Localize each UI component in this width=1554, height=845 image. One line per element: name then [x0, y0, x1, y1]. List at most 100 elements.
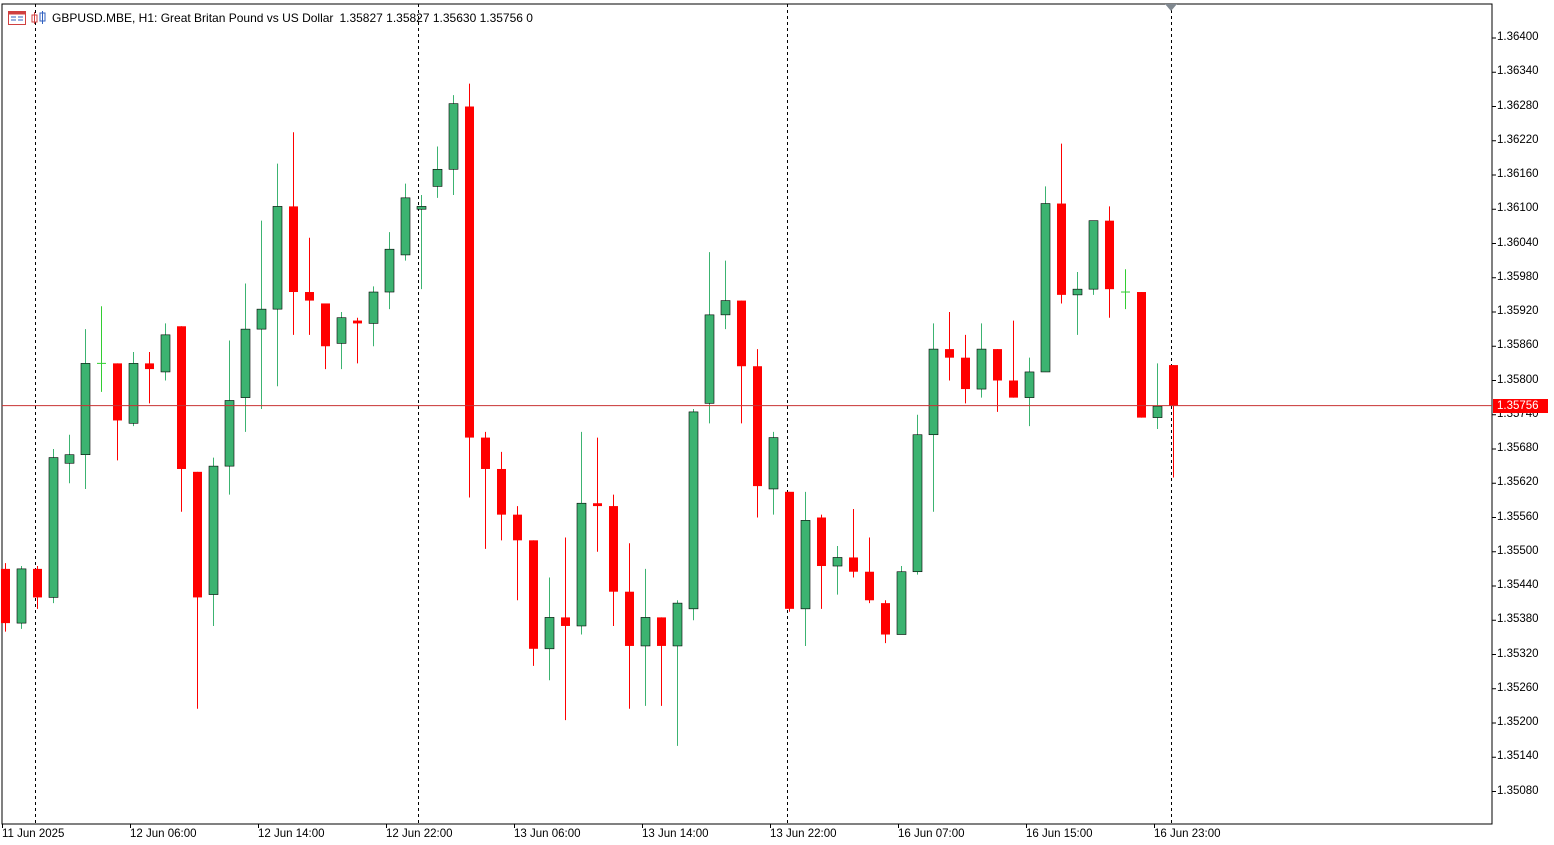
candle	[256, 220, 267, 410]
candle-body	[865, 571, 874, 601]
candle	[753, 349, 762, 518]
candle-body	[753, 366, 762, 487]
candle	[849, 508, 858, 578]
candle-body	[1040, 203, 1051, 373]
candle	[64, 434, 75, 484]
y-tick-label: 1.35980	[1497, 270, 1539, 283]
candle	[881, 600, 890, 644]
candle-body	[881, 603, 890, 635]
candle	[544, 577, 555, 681]
candle-body	[193, 471, 202, 598]
candle-body	[768, 437, 779, 490]
candle	[945, 312, 954, 381]
candle-body	[224, 400, 235, 467]
candle	[704, 252, 715, 424]
candle	[368, 286, 379, 347]
candle-body	[160, 334, 171, 373]
candle-body	[896, 571, 907, 635]
candle-body	[145, 363, 154, 370]
candle-body	[1, 568, 10, 624]
candle-body	[177, 326, 186, 469]
candle	[976, 323, 987, 398]
chart-shift-marker[interactable]	[1165, 4, 1177, 11]
y-tick-label: 1.35920	[1497, 305, 1539, 317]
candlestick-toggle-icon[interactable]	[30, 11, 48, 25]
candle-body	[688, 411, 699, 610]
candle-body	[849, 557, 858, 572]
candle-body	[80, 363, 91, 456]
candle	[1169, 365, 1178, 478]
candle	[145, 351, 154, 404]
y-tick-label: 1.35560	[1497, 510, 1539, 523]
y-tick-label: 1.35440	[1497, 579, 1539, 591]
candle-body	[640, 617, 651, 647]
candle	[240, 283, 251, 432]
candle	[817, 514, 826, 609]
y-tick-label: 1.35500	[1497, 544, 1539, 557]
y-tick-label: 1.36340	[1497, 65, 1539, 78]
y-tick-label: 1.35140	[1497, 750, 1539, 763]
plot-area[interactable]	[1, 3, 1493, 825]
candle	[688, 409, 699, 621]
candle	[1088, 220, 1099, 295]
candle	[321, 303, 330, 370]
candle	[128, 351, 139, 427]
candle-body	[448, 103, 459, 170]
candle	[1024, 357, 1035, 427]
candle-body	[817, 517, 826, 567]
candle	[1057, 143, 1066, 304]
x-tick-label: 11 Jun 2025	[2, 828, 65, 840]
candle	[657, 617, 666, 706]
candle-body	[961, 357, 970, 390]
y-tick-label: 1.36160	[1497, 168, 1539, 180]
candle-body	[832, 557, 843, 567]
candle	[193, 471, 202, 709]
candle-body	[529, 540, 538, 649]
candle-body	[704, 314, 715, 404]
candle-body	[576, 502, 587, 627]
chart-window-icon[interactable]	[8, 11, 26, 25]
y-tick-label: 1.36400	[1497, 31, 1539, 43]
candle-body	[272, 206, 283, 310]
candle-body	[128, 363, 139, 424]
y-tick-label: 1.36220	[1497, 133, 1539, 146]
candle-body	[321, 303, 330, 347]
candle-body	[513, 514, 522, 541]
candle	[768, 431, 779, 515]
symbol-description: GBPUSD.MBE, H1: Great Britan Pound vs US…	[52, 11, 334, 25]
x-tick-label: 13 Jun 06:00	[514, 828, 581, 840]
candle	[785, 491, 794, 612]
candle	[1137, 292, 1146, 418]
candle-body	[544, 617, 555, 650]
y-tick-label: 1.35800	[1497, 373, 1539, 386]
candle-body	[289, 206, 298, 293]
candle	[529, 540, 538, 666]
candle	[113, 363, 122, 461]
chart-header: GBPUSD.MBE, H1: Great Britan Pound vs US…	[8, 10, 533, 26]
y-tick-label: 1.35200	[1497, 716, 1539, 728]
x-tick-label: 12 Jun 14:00	[258, 828, 325, 840]
y-tick-label: 1.35320	[1497, 647, 1539, 660]
candle	[353, 317, 362, 364]
candle	[208, 457, 219, 626]
candle-body	[625, 591, 634, 646]
candle	[1072, 272, 1083, 335]
candle	[672, 600, 683, 746]
candle	[16, 566, 27, 629]
candle-body	[1024, 371, 1035, 398]
x-tick-label: 13 Jun 14:00	[642, 828, 709, 840]
candle-body	[416, 206, 427, 210]
candle	[993, 349, 1002, 412]
candle-body	[208, 465, 219, 595]
candle	[336, 312, 347, 370]
candle-body	[1152, 405, 1163, 418]
candle-body	[368, 291, 379, 324]
candle	[416, 194, 427, 290]
candle-body	[561, 617, 570, 626]
candle-body	[593, 503, 602, 507]
candle	[1152, 363, 1163, 430]
candle	[160, 323, 171, 381]
candle-body	[657, 617, 666, 646]
candle-body	[1009, 380, 1018, 398]
